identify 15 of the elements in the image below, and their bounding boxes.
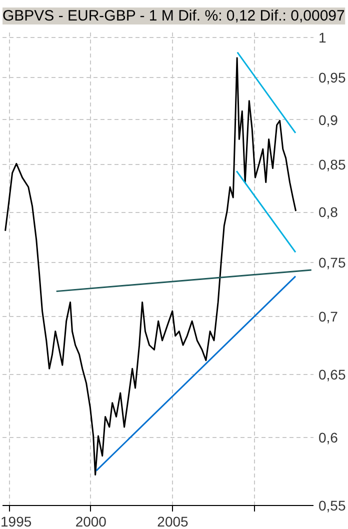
- x-tick-label: 1995: [0, 514, 32, 529]
- chart-title: GBPVS - EUR-GBP - 1 M Dif. %: 0,12 Dif.: 0,00097: [2, 8, 345, 24]
- y-tick-label: 0,85: [318, 156, 346, 173]
- line-series: [4, 57, 297, 476]
- x-tick-label: 2000: [75, 514, 107, 529]
- y-tick-label: 0,7: [318, 308, 338, 325]
- y-tick-label: 0,9: [318, 112, 338, 128]
- y-tick-label: 1: [318, 29, 326, 46]
- y-tick-label: 0,95: [318, 69, 346, 86]
- y-tick-label: 0,75: [318, 254, 346, 271]
- x-tick-label: 2005: [157, 514, 189, 529]
- y-tick-label: 0,8: [318, 204, 338, 220]
- y-tick-label: 0,65: [318, 366, 346, 383]
- y-tick-label: 0,6: [318, 429, 338, 446]
- y-tick-label: 0,55: [318, 498, 346, 514]
